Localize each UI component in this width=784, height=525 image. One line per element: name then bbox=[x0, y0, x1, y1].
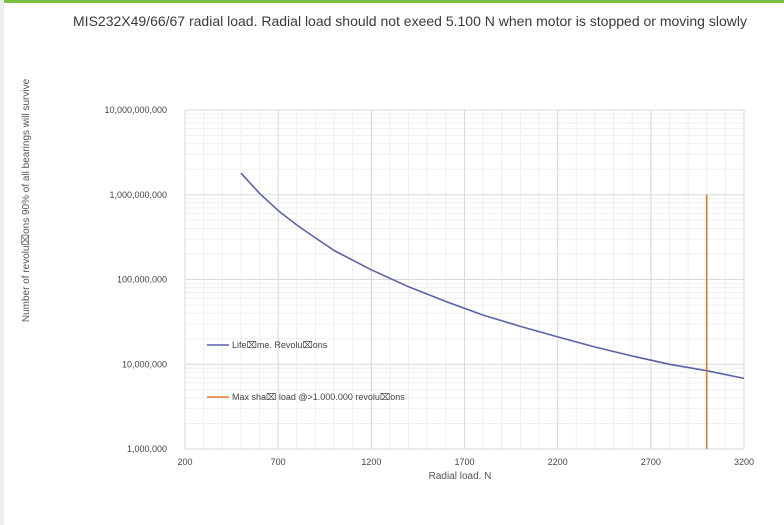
x-tick-label: 200 bbox=[177, 457, 192, 467]
x-tick-label: 700 bbox=[271, 457, 286, 467]
chart-title: MIS232X49/66/67 radial load. Radial load… bbox=[73, 13, 747, 29]
x-tick-label: 2700 bbox=[641, 457, 661, 467]
x-axis-title: Radial load. N bbox=[428, 471, 492, 482]
y-tick-label: 10,000,000 bbox=[122, 359, 167, 369]
y-tick-label: 1,000,000,000 bbox=[109, 190, 167, 200]
x-tick-label: 2200 bbox=[548, 457, 568, 467]
legend: Life⌧me. Revolu⌧ons Max sha⌧ load @>1.000… bbox=[207, 340, 405, 402]
legend-label-1: Life⌧me. Revolu⌧ons bbox=[232, 340, 328, 350]
accent-bar bbox=[0, 0, 784, 3]
x-tick-label: 3200 bbox=[734, 457, 754, 467]
y-tick-label: 1,000,000 bbox=[127, 444, 167, 454]
x-tick-label: 1200 bbox=[361, 457, 381, 467]
legend-label-2: Max sha⌧ load @>1.000.000 revolu⌧ons bbox=[232, 392, 405, 402]
series-line-1 bbox=[240, 172, 745, 380]
tick-labels: 200 700 1200 1700 2200 2700 3200 1,000,000 10,00… bbox=[104, 105, 754, 467]
page-edge bbox=[0, 0, 4, 525]
y-tick-label: 10,000,000,000 bbox=[104, 105, 167, 115]
series-lines bbox=[240, 172, 745, 449]
x-tick-label: 1700 bbox=[454, 457, 474, 467]
y-tick-label: 100,000,000 bbox=[117, 275, 167, 285]
major-gridlines bbox=[184, 109, 745, 450]
